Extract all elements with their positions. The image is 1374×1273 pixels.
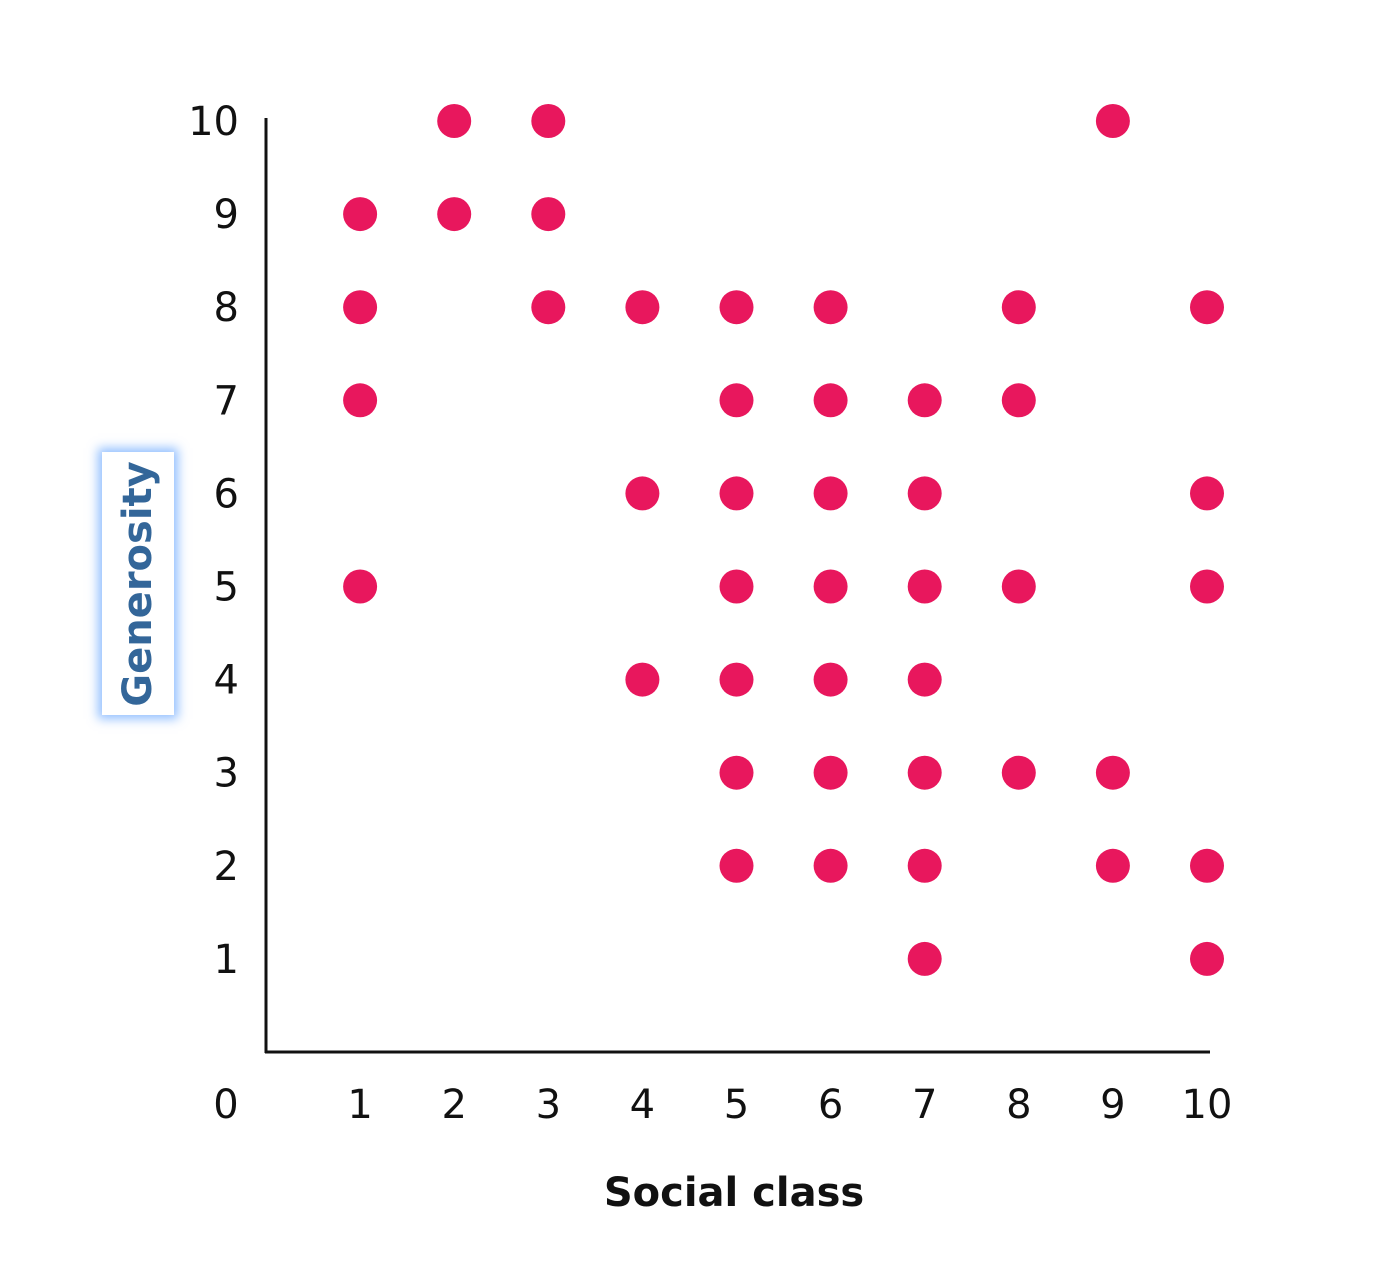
x-tick-label: 4 <box>630 1082 655 1128</box>
data-point <box>813 848 848 883</box>
data-point <box>907 662 942 697</box>
data-point <box>719 755 754 790</box>
x-tick-label: 7 <box>912 1082 937 1128</box>
data-point <box>343 197 378 232</box>
data-point <box>437 104 472 138</box>
data-point <box>343 383 378 418</box>
data-point <box>1190 476 1224 511</box>
y-tick-label: 3 <box>214 751 239 797</box>
data-point <box>813 383 848 418</box>
data-point <box>907 941 942 976</box>
y-tick-label: 2 <box>214 844 239 890</box>
data-point <box>719 476 754 511</box>
data-point <box>719 383 754 418</box>
data-point <box>1095 755 1130 790</box>
data-point <box>813 290 848 325</box>
data-point <box>1001 383 1036 418</box>
y-tick-label: 9 <box>214 192 239 238</box>
data-point <box>813 662 848 697</box>
x-tick-label: 0 <box>213 1082 238 1128</box>
x-tick-label: 5 <box>724 1082 749 1128</box>
data-point <box>531 104 566 138</box>
x-tick-label: 8 <box>1006 1082 1031 1128</box>
y-tick-label: 10 <box>188 99 239 145</box>
data-point <box>1095 104 1130 138</box>
data-point <box>907 476 942 511</box>
x-tick-label: 10 <box>1182 1082 1233 1128</box>
data-point <box>625 662 660 697</box>
data-point <box>1001 755 1036 790</box>
data-point <box>813 476 848 511</box>
data-point <box>343 290 378 325</box>
data-point <box>1001 569 1036 604</box>
data-point <box>1095 848 1130 883</box>
y-axis-label: Generosity <box>115 460 161 707</box>
data-point <box>531 197 566 232</box>
data-point <box>719 290 754 325</box>
data-point <box>907 383 942 418</box>
y-tick-label: 8 <box>214 285 239 331</box>
data-point <box>907 569 942 604</box>
y-tick-label: 5 <box>214 565 239 611</box>
data-point <box>343 569 378 604</box>
y-tick-label: 1 <box>214 937 239 983</box>
y-tick-label: 4 <box>214 658 239 704</box>
data-point <box>1190 569 1224 604</box>
data-point <box>1001 290 1036 325</box>
x-tick-label: 1 <box>347 1082 372 1128</box>
data-point <box>625 290 660 325</box>
data-point <box>907 848 942 883</box>
data-point <box>1190 848 1224 883</box>
x-tick-label: 6 <box>818 1082 843 1128</box>
data-point <box>719 569 754 604</box>
data-point <box>1190 290 1224 325</box>
y-tick-label: 7 <box>214 378 239 424</box>
x-tick-label: 9 <box>1100 1082 1125 1128</box>
data-point <box>907 755 942 790</box>
y-tick-label: 6 <box>214 471 239 517</box>
data-point <box>813 755 848 790</box>
data-point <box>719 848 754 883</box>
data-point <box>437 197 472 232</box>
x-tick-label: 2 <box>441 1082 466 1128</box>
data-point <box>813 569 848 604</box>
data-point <box>531 290 566 325</box>
data-point <box>625 476 660 511</box>
x-axis-label: Social class <box>604 1170 864 1216</box>
x-tick-label: 3 <box>536 1082 561 1128</box>
data-point <box>719 662 754 697</box>
y-axis-label-box: Generosity <box>102 452 174 715</box>
data-point <box>1190 941 1224 976</box>
